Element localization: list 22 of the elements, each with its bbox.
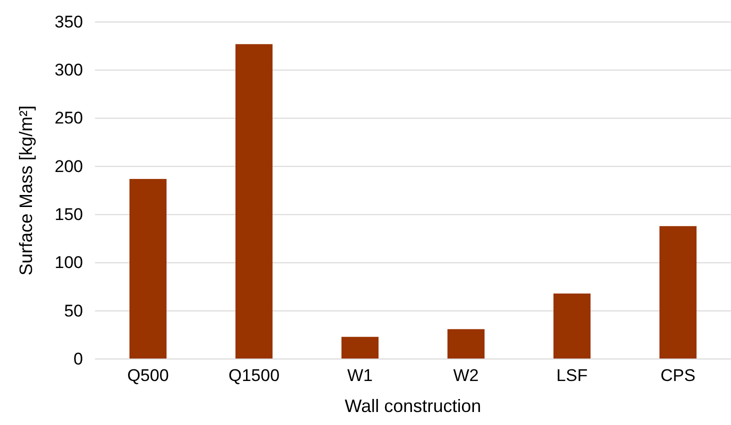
bar xyxy=(341,336,379,359)
bar xyxy=(553,294,591,359)
y-tick-label: 250 xyxy=(54,108,83,128)
y-tick-label: 200 xyxy=(54,156,83,176)
x-tick-label: LSF xyxy=(556,366,588,386)
x-tick-label: W2 xyxy=(453,366,479,386)
x-tick-label: CPS xyxy=(660,366,696,386)
y-tick-label: 150 xyxy=(54,205,83,224)
y-tick-label: 350 xyxy=(54,12,83,32)
x-tick-label: Q1500 xyxy=(228,366,280,386)
bar xyxy=(129,178,167,359)
bar xyxy=(447,329,485,359)
bar xyxy=(659,226,697,359)
y-tick-label: 100 xyxy=(54,253,83,272)
bar xyxy=(235,44,273,359)
y-tick-label: 300 xyxy=(54,60,83,80)
y-tick-label: 50 xyxy=(64,301,83,320)
x-axis-title: Wall construction xyxy=(344,396,482,416)
y-tick-label: 0 xyxy=(74,349,83,368)
x-tick-label: Q500 xyxy=(127,366,169,386)
x-tick-label: W1 xyxy=(347,366,373,386)
y-axis-title: Surface Mass [kg/m²] xyxy=(16,105,36,276)
